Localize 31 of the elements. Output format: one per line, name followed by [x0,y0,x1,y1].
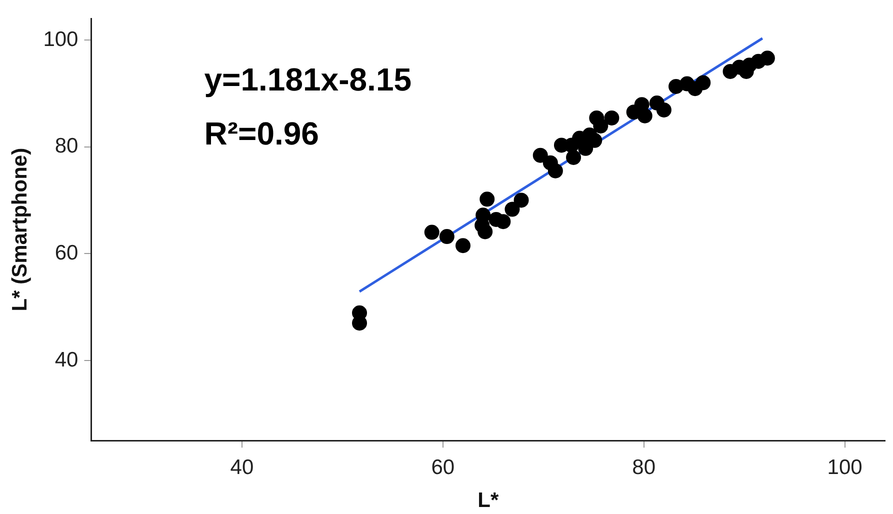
point [593,118,608,134]
x-axis-title: L* [478,489,500,512]
y-axis-title: L* (Smartphone) [8,148,32,312]
point [480,192,495,207]
point [514,192,529,208]
point [637,108,652,124]
y-tick-label: 80 [54,134,78,158]
point [532,148,548,163]
point [656,102,672,118]
y-tick-label: 40 [54,348,78,372]
x-tick-label: 60 [431,456,455,479]
point [760,50,775,66]
y-tick-label: 100 [43,28,78,51]
point [424,224,440,240]
point [439,229,454,244]
y-tick-label: 60 [54,241,78,264]
x-tick-label: 100 [827,456,862,479]
annotation: R²=0.96 [204,116,319,152]
point [548,163,563,178]
point [456,238,470,254]
x-tick-label: 80 [632,456,656,479]
point [696,75,711,90]
point [604,110,620,126]
x-tick-label: 40 [230,456,254,479]
annotation: y=1.181x-8.15 [204,62,412,98]
point [476,208,491,223]
point [496,214,511,230]
point [478,224,493,240]
point [504,202,520,217]
point [566,150,582,165]
point [578,140,594,156]
